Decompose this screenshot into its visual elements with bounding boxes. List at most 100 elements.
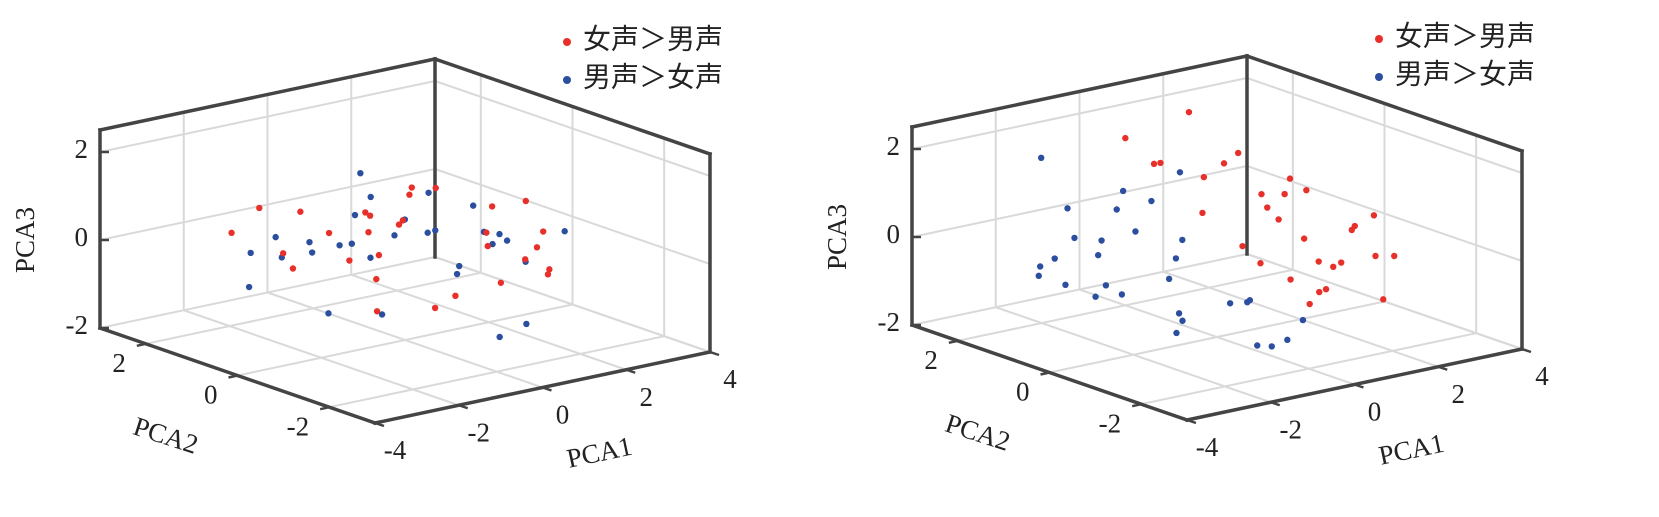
point [272,233,279,241]
point [1157,159,1164,167]
x-tick [1186,418,1197,425]
legend-marker [1375,73,1383,81]
point [1173,329,1180,337]
point [424,229,431,236]
point [399,217,407,224]
point [367,254,374,261]
point [1092,293,1099,300]
legend-marker [563,38,571,46]
grid-line [1246,77,1523,174]
point [357,169,364,177]
point [432,227,439,234]
point [367,193,374,201]
grid-line [911,77,1248,150]
grid-line [99,256,436,329]
point [1370,212,1378,219]
x-tick [542,386,552,392]
point [1268,343,1275,350]
x-tick-label: -2 [468,417,491,447]
x-tick [1521,347,1532,354]
box-edge [909,53,1250,130]
y-tick [319,405,330,411]
y-tick-label: 2 [112,348,126,378]
grid-line [1246,165,1523,262]
point [496,230,503,238]
point [496,333,503,341]
point [308,249,316,256]
grid-line [99,80,436,153]
grid-line [434,80,711,177]
point [1303,186,1310,194]
point [375,251,383,259]
x-tick [1354,383,1364,389]
point [1322,285,1330,293]
z-tick-label: 2 [887,131,901,161]
y-tick [228,374,238,379]
point [1239,242,1246,250]
x-tick-label: 2 [640,382,654,412]
point [1372,252,1379,260]
point [279,250,287,257]
point [1338,259,1345,266]
point [408,184,415,191]
point [1132,228,1139,235]
point [325,310,332,317]
y-tick-label: -2 [287,411,310,441]
point [561,228,568,235]
point [366,212,374,219]
point [432,184,439,192]
point [1098,237,1105,244]
legend-label: 男声＞女声 [1395,58,1535,90]
point [1254,342,1261,349]
point [497,279,505,286]
point [1306,300,1313,308]
x-tick-label: -4 [384,435,407,465]
y-tick [1040,371,1050,376]
point [1200,173,1208,181]
box-edge [432,56,713,157]
point [1281,190,1288,198]
point [245,283,253,291]
point [1244,298,1251,306]
point [1316,288,1323,296]
point [1257,260,1264,267]
point [362,209,369,216]
box-edge [97,56,438,133]
point [247,249,254,257]
point [1330,263,1337,271]
point [1264,204,1271,211]
z-tick-label: -2 [66,310,89,340]
legend-marker [1375,35,1383,43]
point [1036,263,1044,270]
box-edge [1244,53,1525,154]
grid-line [434,168,711,265]
x-axis-label: PCA1 [564,431,635,474]
point [469,202,477,209]
point [1179,317,1186,324]
legend-marker [563,76,571,84]
x-tick [374,421,385,428]
y-tick [1131,402,1142,408]
grid-line [145,271,482,345]
grid-line [328,335,665,409]
point [1113,206,1120,213]
point [1300,235,1308,242]
y-tick-label: -2 [1099,408,1122,438]
grid-line [957,268,1294,342]
point [1122,134,1129,142]
point [1287,276,1294,283]
point [289,265,297,272]
y-tick-label: 2 [924,345,938,375]
point [1179,236,1186,244]
x-tick-label: 2 [1452,379,1466,409]
point [351,211,359,219]
point [1351,222,1358,230]
point [1037,154,1045,162]
point [391,232,398,239]
point [1051,255,1058,262]
point [452,292,459,300]
point [378,311,386,318]
point [406,191,413,198]
z-tick-label: 0 [75,222,89,252]
